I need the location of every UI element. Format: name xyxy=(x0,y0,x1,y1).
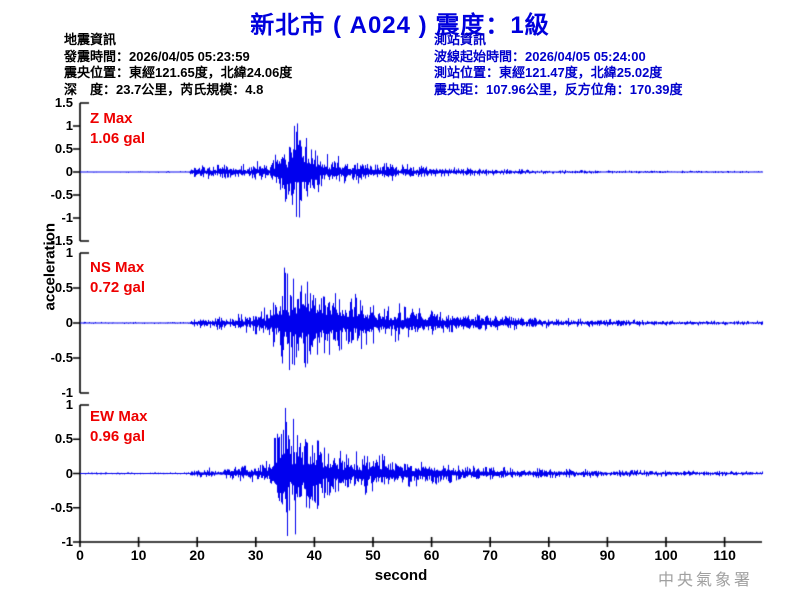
y-tick-label-EW--0.5: -0.5 xyxy=(50,499,73,515)
y-tick-label-NS--1: -1 xyxy=(61,385,73,400)
trace-ew-max-value: 0.96 gal xyxy=(90,428,146,445)
x-tick-label-60: 60 xyxy=(423,547,440,563)
x-tick-label-10: 10 xyxy=(130,547,147,563)
x-tick-label-100: 100 xyxy=(654,547,678,563)
y-tick-label-Z--1: -1 xyxy=(61,210,73,225)
y-tick-label-Z--0.5: -0.5 xyxy=(50,187,73,202)
x-tick-label-70: 70 xyxy=(482,547,498,563)
y-tick-label-Z-0.5: 0.5 xyxy=(54,141,73,156)
trace-ew-max-label: EW Max 0.96 gal xyxy=(90,407,148,447)
y-tick-label-Z-1.5: 1.5 xyxy=(54,95,73,110)
x-tick-label-80: 80 xyxy=(541,547,557,563)
trace-ew-name: EW Max xyxy=(90,408,148,425)
trace-ns-name: NS Max xyxy=(90,259,145,276)
y-tick-label-NS-0.5: 0.5 xyxy=(54,280,73,295)
y-tick-label-EW--1: -1 xyxy=(61,534,73,549)
y-tick-label-Z--1.5: -1.5 xyxy=(50,233,73,248)
x-tick-label-50: 50 xyxy=(365,547,381,563)
trace-z-name: Z Max xyxy=(90,110,133,127)
x-tick-label-0: 0 xyxy=(76,547,84,563)
x-tick-label-110: 110 xyxy=(713,547,736,563)
x-axis-label: second xyxy=(374,567,428,584)
y-tick-label-EW-1: 1 xyxy=(65,397,73,412)
trace-ns-max-value: 0.72 gal xyxy=(90,279,146,296)
agency-watermark: 中央氣象署 xyxy=(657,572,753,589)
trace-z-max-value: 1.06 gal xyxy=(90,130,146,147)
y-tick-label-EW-0.5: 0.5 xyxy=(54,431,73,447)
y-tick-label-NS-0: 0 xyxy=(65,315,73,330)
trace-ns-max-label: NS Max 0.72 gal xyxy=(90,258,145,298)
y-tick-label-Z-1: 1 xyxy=(65,118,73,133)
trace-z-max-label: Z Max 1.06 gal xyxy=(90,109,145,149)
y-tick-label-NS--0.5: -0.5 xyxy=(50,350,73,365)
y-tick-label-Z-0: 0 xyxy=(65,164,73,179)
x-tick-label-90: 90 xyxy=(599,547,616,563)
x-tick-label-40: 40 xyxy=(306,547,323,563)
y-tick-label-NS-1: 1 xyxy=(65,245,73,260)
y-tick-label-EW-0: 0 xyxy=(65,465,73,481)
x-tick-label-20: 20 xyxy=(189,547,205,563)
x-tick-label-30: 30 xyxy=(248,547,264,563)
